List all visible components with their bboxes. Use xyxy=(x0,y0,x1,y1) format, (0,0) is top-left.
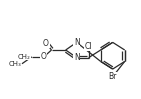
Text: N: N xyxy=(74,38,80,47)
Text: CH₂: CH₂ xyxy=(18,54,31,60)
Text: O: O xyxy=(41,52,47,61)
Text: N: N xyxy=(74,53,80,62)
Text: Cl: Cl xyxy=(85,42,92,51)
Text: CH₃: CH₃ xyxy=(8,61,21,67)
Text: Br: Br xyxy=(109,72,117,81)
Text: O: O xyxy=(43,39,49,48)
